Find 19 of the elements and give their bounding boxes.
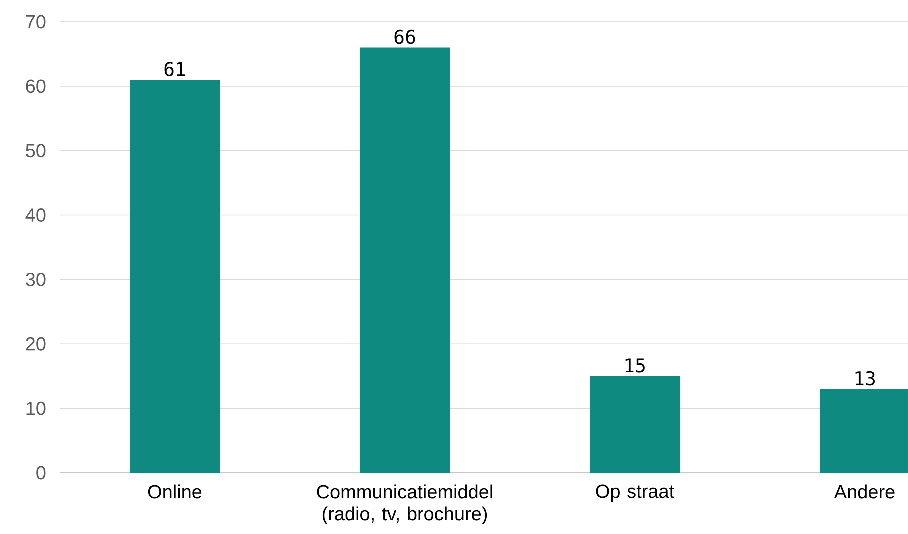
bar [360,48,450,473]
data-label: 66 [394,30,416,44]
x-tick-label: Andere [834,484,895,499]
y-tick-label: 60 [26,80,46,94]
y-tick-label: 0 [36,466,46,480]
y-tick-label: 50 [26,144,46,158]
y-tick-label: 30 [26,272,46,286]
bar [130,80,220,473]
data-label: 61 [164,62,186,76]
y-tick-label: 10 [26,402,46,416]
data-label: 15 [626,358,645,373]
x-tick-label: Communicatiemiddel (radio, tv, brochure) [317,484,492,524]
bar [590,376,680,473]
y-tick-label: 20 [26,337,46,351]
y-tick-label: 40 [26,208,46,222]
x-tick-label: Op straat [596,484,674,502]
data-label: 13 [856,371,875,386]
x-tick-label: Online [148,484,202,499]
y-tick-label: 70 [26,15,46,29]
